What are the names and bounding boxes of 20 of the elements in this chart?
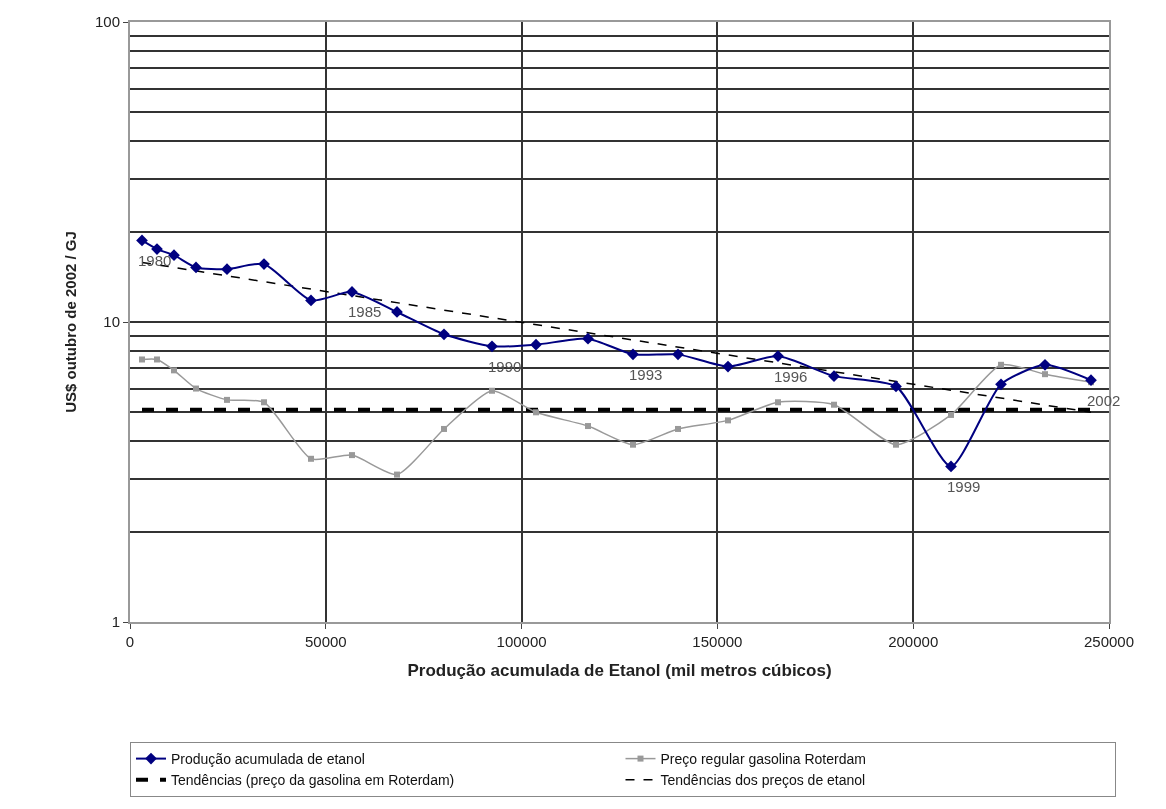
y-tick-label: 1 <box>111 613 120 631</box>
legend-label: Tendências (preço da gasolina em Roterdam) <box>171 772 455 789</box>
x-axis-title: Produção acumulada de Etanol (mil metros cúbicos) <box>407 660 832 680</box>
x-tick-label: 200000 <box>888 633 939 650</box>
x-tick-label: 50000 <box>304 633 347 650</box>
legend-label: Produção acumulada de etanol <box>171 751 365 768</box>
x-tick-label: 100000 <box>496 633 547 650</box>
annotation: 1993 <box>629 366 663 383</box>
legend-label: Preço regular gasolina Roterdam <box>660 751 866 768</box>
y-tick-label: 100 <box>94 13 120 31</box>
x-tick-label: 250000 <box>1083 633 1135 650</box>
annotation: 1996 <box>774 368 808 385</box>
annotation: 1985 <box>348 303 382 320</box>
x-tick-label: 150000 <box>692 633 743 650</box>
y-axis-title: US$ outubro de 2002 / GJ <box>61 231 79 413</box>
annotation: 1999 <box>947 478 981 495</box>
legend-label: Tendências dos preços de etanol <box>660 772 866 789</box>
y-tick-label: 10 <box>103 313 120 331</box>
annotation: 1980 <box>138 252 172 269</box>
x-tick-label: 0 <box>125 633 135 650</box>
